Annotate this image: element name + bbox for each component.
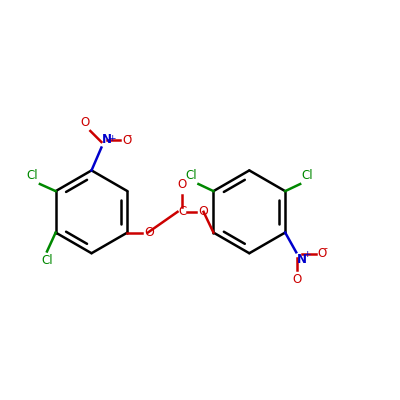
Text: O: O xyxy=(318,247,327,260)
Text: N: N xyxy=(297,253,307,266)
Text: Cl: Cl xyxy=(27,169,38,182)
Text: -: - xyxy=(323,243,327,253)
Text: -: - xyxy=(128,130,132,140)
Text: Cl: Cl xyxy=(302,169,313,182)
Text: O: O xyxy=(178,178,187,191)
Text: O: O xyxy=(292,273,302,286)
Text: Cl: Cl xyxy=(185,169,197,182)
Text: +: + xyxy=(303,250,311,259)
Text: Cl: Cl xyxy=(41,254,53,267)
Text: +: + xyxy=(108,134,116,143)
Text: O: O xyxy=(144,226,154,239)
Text: O: O xyxy=(198,205,208,218)
Text: N: N xyxy=(102,133,112,146)
Text: O: O xyxy=(122,134,131,147)
Text: O: O xyxy=(80,116,90,129)
Text: C: C xyxy=(178,205,186,218)
